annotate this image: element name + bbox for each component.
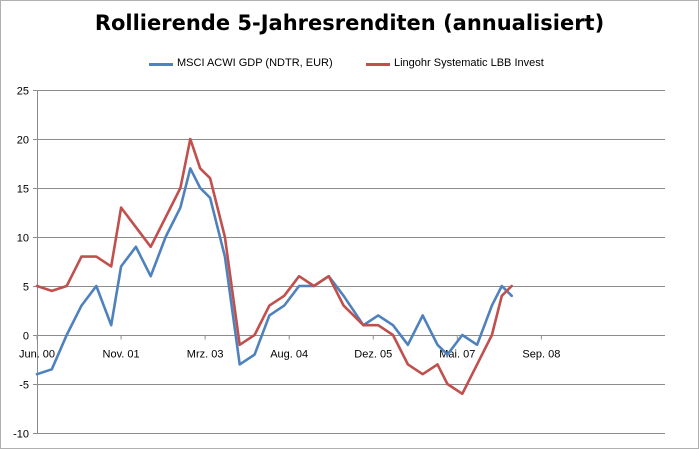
legend-label-lingohr: Lingohr Systematic LBB Invest — [394, 57, 544, 69]
legend-label-msci: MSCI ACWI GDP (NDTR, EUR) — [177, 57, 333, 69]
x-tick-label: Mrz. 03 — [187, 349, 224, 361]
y-tick-label: 20 — [17, 135, 29, 147]
legend-swatch-lingohr — [366, 63, 390, 66]
x-tick-label: Dez. 05 — [354, 349, 392, 361]
y-tick-label: 5 — [23, 282, 29, 294]
y-tick-label: 25 — [17, 86, 29, 98]
x-tick-label: Jun. 00 — [19, 349, 55, 361]
y-tick-label: 10 — [17, 233, 29, 245]
x-tick-label: Sep. 08 — [522, 349, 560, 361]
y-tick-label: -10 — [13, 429, 29, 441]
legend-swatch-msci — [149, 63, 173, 66]
chart-title: Rollierende 5-Jahresrenditen (annualisie… — [94, 11, 605, 35]
y-tick-label: 0 — [23, 331, 29, 343]
series-line-msci — [35, 167, 514, 376]
x-tick-label: Nov. 01 — [103, 349, 140, 361]
series-line-lingohr — [35, 137, 514, 396]
y-tick-label: 15 — [17, 184, 29, 196]
x-tick-label: Aug. 04 — [270, 349, 308, 361]
y-tick-label: -5 — [19, 380, 29, 392]
legend: MSCI ACWI GDP (NDTR, EUR) Lingohr System… — [1, 56, 698, 72]
